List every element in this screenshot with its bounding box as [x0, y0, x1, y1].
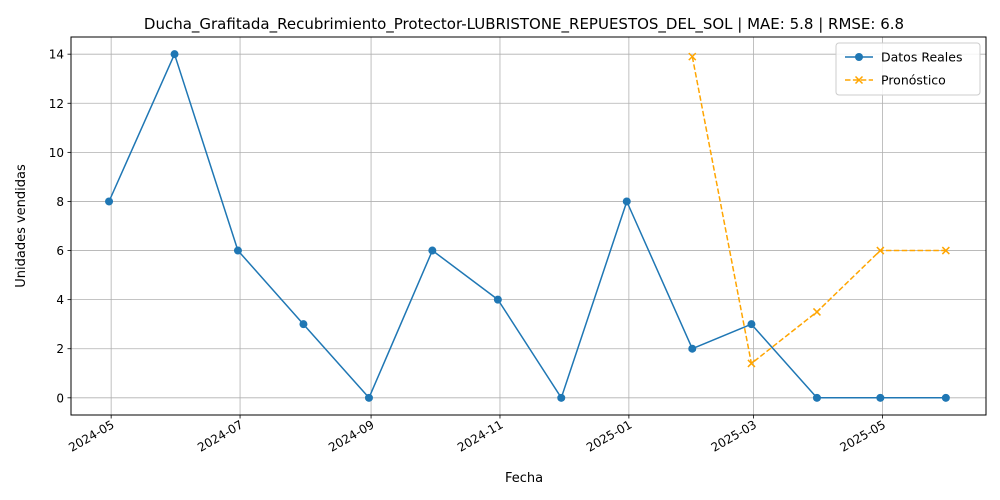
y-tick-label: 14 [49, 48, 64, 62]
y-tick-label: 12 [49, 97, 64, 111]
data-point [170, 50, 179, 59]
y-tick-label: 8 [56, 195, 64, 209]
grid-lines [71, 37, 986, 415]
legend: Datos Reales Pronóstico [835, 42, 981, 96]
x-axis-label: Fecha [505, 471, 543, 486]
y-axis-label: Unidades vendidas [14, 164, 29, 288]
x-tick-label: 2024-09 [326, 417, 376, 454]
x-tick-label: 2024-11 [455, 417, 505, 454]
series-line-datos-reales [108, 53, 946, 399]
y-tick-label: 2 [56, 342, 64, 356]
data-point [747, 320, 756, 329]
data-point [428, 246, 437, 255]
data-point [688, 52, 697, 61]
data-point [812, 307, 821, 316]
data-point [493, 295, 502, 304]
data-point [688, 344, 697, 353]
legend-marker-pronostico [854, 75, 864, 85]
series-pronostico [688, 52, 950, 368]
data-point [299, 320, 308, 329]
y-tick-label: 6 [56, 244, 64, 258]
data-point [622, 197, 631, 206]
data-point [233, 246, 242, 255]
data-point [941, 393, 950, 402]
legend-entry-datos-reales: Datos Reales [845, 50, 962, 65]
data-point [747, 359, 756, 368]
x-tick-label: 2024-07 [195, 417, 245, 454]
data-point [812, 393, 821, 402]
legend-label-datos-reales: Datos Reales [881, 50, 962, 65]
data-point [876, 393, 885, 402]
x-tick-label: 2025-03 [709, 417, 759, 454]
y-tick-label: 0 [56, 391, 64, 405]
data-point [941, 246, 950, 255]
legend-box [835, 42, 981, 96]
data-point [364, 393, 373, 402]
y-tick-label: 4 [56, 293, 64, 307]
series-line-pronostico [691, 56, 946, 365]
data-point [876, 246, 885, 255]
y-axis-ticks: 0 2 4 6 8 10 12 14 [49, 48, 71, 405]
y-tick-label: 10 [49, 146, 64, 160]
data-point [557, 393, 566, 402]
plot-frame [70, 36, 987, 416]
x-tick-label: 2024-05 [66, 417, 116, 454]
x-tick-label: 2025-01 [584, 417, 634, 454]
series-layer [105, 50, 950, 402]
legend-marker-datos-reales [855, 53, 863, 61]
data-point [105, 197, 114, 206]
x-tick-label: 2025-05 [838, 417, 888, 454]
x-axis-ticks: 2024-05 2024-07 2024-09 2024-11 2025-01 2025-… [66, 415, 888, 455]
series-datos-reales [105, 50, 950, 402]
legend-label-pronostico: Pronóstico [881, 73, 946, 88]
legend-entry-pronostico: Pronóstico [845, 73, 946, 88]
chart-title: Ducha_Grafitada_Recubrimiento_Protector-… [144, 15, 904, 34]
